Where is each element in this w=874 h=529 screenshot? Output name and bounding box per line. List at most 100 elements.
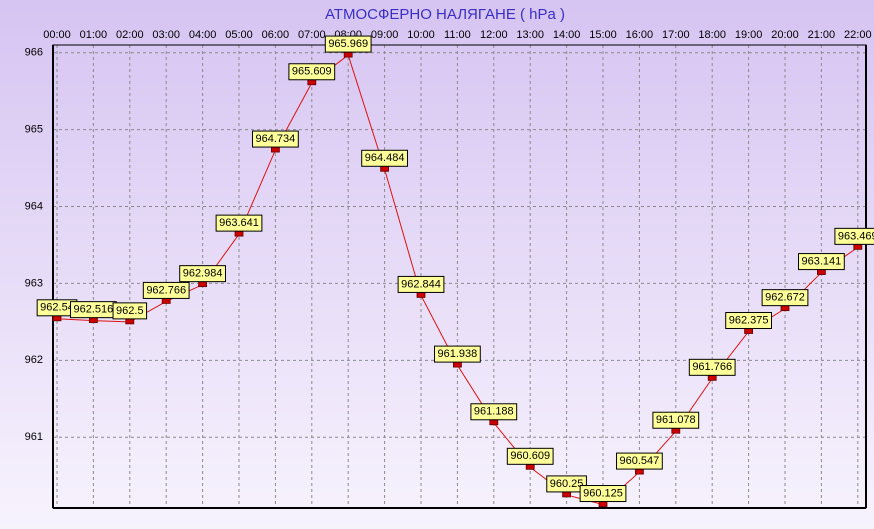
- x-tick-label: 02:00: [116, 29, 144, 41]
- x-tick-label: 07:00: [298, 29, 326, 41]
- point: [270, 146, 280, 153]
- point: [780, 305, 790, 312]
- data-label-text: 965.969: [328, 38, 368, 50]
- data-label-text: 963.469: [838, 230, 874, 242]
- point: [198, 281, 208, 288]
- x-tick-label: 14:00: [553, 29, 581, 41]
- data-label: 964.734: [252, 130, 299, 148]
- chart-title: АТМОСФЕРНО НАЛЯГАНЕ ( hPa ): [325, 6, 565, 23]
- data-label-box: [652, 411, 700, 429]
- point: [744, 328, 753, 334]
- x-tick-label: 04:00: [189, 29, 217, 41]
- point: [343, 51, 353, 58]
- data-label: 964.484: [361, 149, 408, 167]
- data-label: 960.609: [506, 447, 554, 465]
- data-label: 965.609: [288, 63, 336, 81]
- data-label-text: 962.5: [116, 305, 144, 317]
- data-label-text: 963.641: [219, 217, 259, 229]
- x-tick-label: 06:00: [262, 29, 290, 41]
- point: [307, 79, 317, 86]
- data-label-text: 963.141: [802, 255, 842, 267]
- point: [671, 427, 681, 434]
- data-label-box: [761, 289, 809, 307]
- data-label-text: 960.125: [583, 487, 623, 499]
- data-label-box: [324, 35, 372, 53]
- data-label-box: [546, 475, 587, 493]
- data-label-box: [434, 345, 481, 363]
- data-label-box: [215, 214, 263, 232]
- x-tick-label: 21:00: [808, 29, 836, 41]
- y-tick-label: 963: [25, 277, 43, 289]
- x-tick-label: 12:00: [480, 29, 508, 41]
- point: [452, 361, 462, 368]
- x-tick-label: 00:00: [43, 29, 71, 41]
- data-label: 961.938: [434, 345, 481, 363]
- point: [380, 165, 390, 172]
- data-label: 962.375: [725, 311, 772, 329]
- point: [89, 317, 98, 324]
- data-label-box: [688, 358, 736, 376]
- data-label: 960.547: [616, 452, 663, 470]
- y-tick-label: 964: [25, 200, 43, 212]
- data-label: 961.766: [688, 358, 736, 376]
- x-tick-label: 11:00: [444, 29, 471, 41]
- data-label-text: 960.25: [550, 478, 584, 490]
- data-label-text: 962.54: [40, 302, 74, 314]
- point: [416, 292, 426, 298]
- data-label: 963.469: [834, 227, 874, 245]
- data-label-box: [470, 403, 518, 421]
- data-label: 962.766: [142, 281, 190, 299]
- data-label-box: [579, 485, 627, 503]
- data-label-text: 962.375: [729, 314, 769, 326]
- data-label-text: 961.188: [474, 406, 514, 418]
- data-label-box: [179, 265, 226, 283]
- x-tick-label: 01:00: [80, 29, 108, 41]
- x-tick-label: 10:00: [407, 29, 435, 41]
- x-tick-label: 09:00: [371, 29, 399, 41]
- point: [817, 269, 826, 275]
- data-label: 960.25: [546, 475, 587, 493]
- x-tick-label: 18:00: [698, 29, 726, 41]
- data-label: 961.078: [652, 411, 700, 429]
- x-tick-label: 19:00: [735, 29, 763, 41]
- data-label-text: 962.844: [401, 278, 441, 290]
- data-label-box: [142, 281, 190, 299]
- x-tick-label: 15:00: [589, 29, 617, 41]
- data-label-text: 960.609: [510, 450, 550, 462]
- data-label-text: 960.547: [620, 455, 660, 467]
- data-label: 962.516: [70, 301, 117, 319]
- x-tick-label: 22:00: [844, 29, 872, 41]
- data-label-text: 961.766: [692, 361, 732, 373]
- data-label: 962.672: [761, 289, 809, 307]
- data-label-text: 962.766: [146, 284, 186, 296]
- point: [52, 315, 62, 322]
- data-label-box: [798, 253, 845, 271]
- y-tick-label: 966: [25, 47, 43, 59]
- data-label-box: [834, 227, 874, 245]
- data-label: 962.5: [112, 302, 148, 320]
- data-label-text: 962.984: [183, 268, 223, 280]
- x-tick-label: 03:00: [152, 29, 180, 41]
- data-label-box: [725, 311, 772, 329]
- data-label: 961.188: [470, 403, 518, 421]
- point: [161, 298, 171, 304]
- y-tick-label: 961: [25, 431, 43, 443]
- data-label-box: [252, 130, 299, 148]
- point: [125, 318, 135, 325]
- data-label-box: [288, 63, 336, 81]
- point: [234, 230, 244, 237]
- x-tick-label: 20:00: [771, 29, 799, 41]
- point: [853, 243, 863, 250]
- point: [707, 374, 717, 381]
- data-label-box: [112, 302, 148, 320]
- data-label-box: [506, 447, 554, 465]
- data-label: 960.125: [579, 485, 627, 503]
- data-label: 962.54: [36, 299, 78, 317]
- data-label-box: [361, 149, 408, 167]
- data-label-text: 962.672: [765, 292, 805, 304]
- point: [525, 463, 535, 470]
- data-label-text: 964.734: [256, 133, 296, 145]
- y-tick-label: 962: [25, 354, 43, 366]
- data-label-text: 965.609: [292, 66, 332, 78]
